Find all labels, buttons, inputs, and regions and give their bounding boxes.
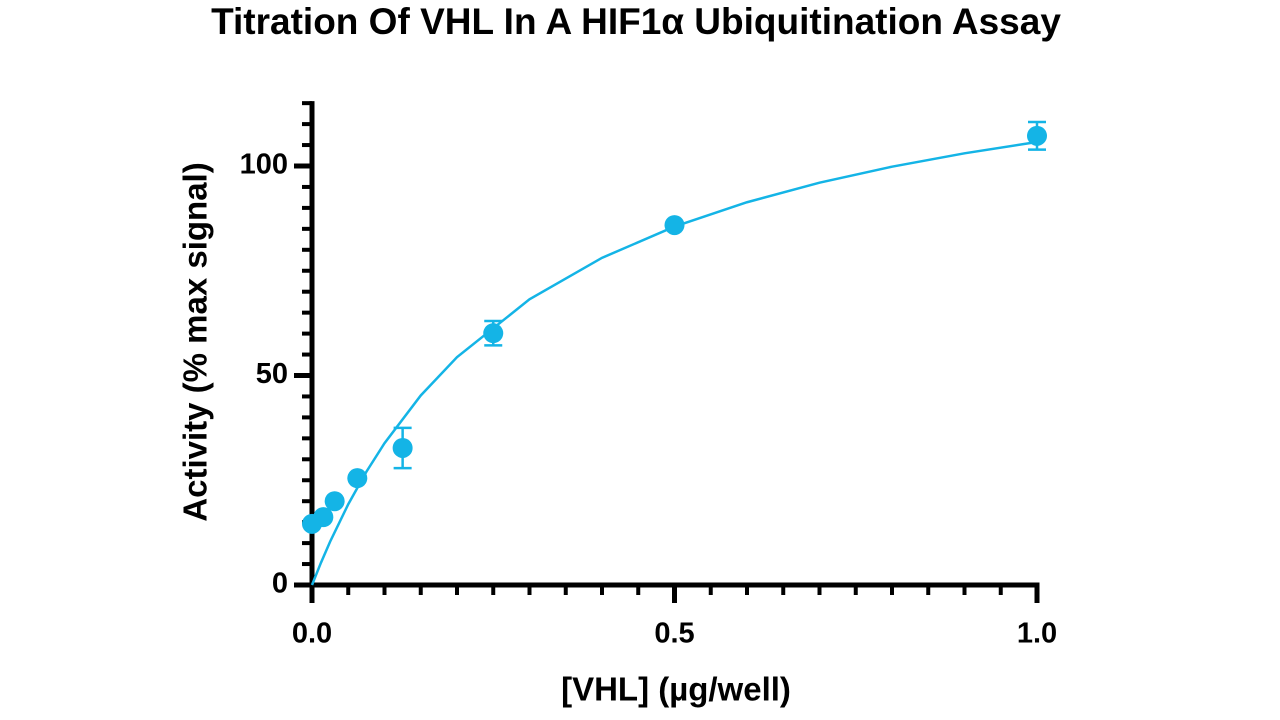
data-point	[1027, 125, 1047, 146]
y-tick-label: 100	[240, 149, 288, 181]
y-axis-label: Activity (% max signal)	[177, 162, 214, 521]
x-axis-label: [VHL] (µg/well)	[561, 671, 791, 708]
data-point	[664, 215, 685, 236]
data-point	[483, 323, 504, 344]
x-tick-label: 0.5	[654, 618, 694, 650]
y-tick-label: 50	[256, 358, 288, 390]
chart-title: Titration Of VHL In A HIF1α Ubiquitinati…	[211, 1, 1061, 42]
x-tick-label: 0.0	[292, 618, 332, 650]
data-point	[347, 468, 368, 489]
data-point	[313, 507, 334, 528]
data-point	[392, 437, 413, 458]
y-tick-label: 0	[272, 568, 288, 600]
x-tick-label: 1.0	[1017, 618, 1057, 650]
fit-curve	[310, 140, 1038, 586]
data-point	[324, 491, 345, 512]
